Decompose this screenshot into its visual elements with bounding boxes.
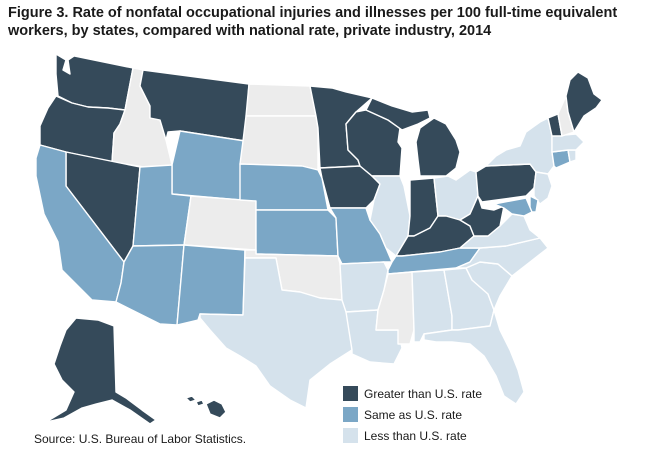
legend-label-greater: Greater than U.S. rate	[364, 386, 483, 401]
state-ak	[45, 317, 157, 425]
map-legend: Greater than U.S. rate Same as U.S. rate…	[343, 383, 482, 446]
state-hi	[205, 399, 227, 419]
state-mi	[415, 117, 461, 177]
state-md	[493, 197, 533, 217]
legend-swatch-same	[343, 407, 358, 422]
state-nc	[455, 237, 549, 277]
state-mi-up	[365, 97, 431, 131]
state-hi-islands	[185, 395, 205, 407]
state-pa	[475, 163, 537, 203]
legend-swatch-greater	[343, 386, 358, 401]
state-fl	[423, 309, 525, 405]
legend-label-same: Same as U.S. rate	[364, 407, 463, 422]
source-note: Source: U.S. Bureau of Labor Statistics.	[34, 432, 247, 446]
state-me	[565, 71, 603, 133]
state-ks	[255, 209, 339, 257]
legend-item-less: Less than U.S. rate	[343, 425, 482, 446]
state-sd	[239, 115, 319, 171]
state-il	[369, 175, 411, 257]
state-tx	[199, 257, 353, 409]
legend-label-less: Less than U.S. rate	[364, 428, 467, 443]
state-ri	[567, 149, 577, 163]
figure-title: Figure 3. Rate of nonfatal occupational …	[8, 5, 618, 39]
state-nm	[176, 244, 246, 326]
legend-item-same: Same as U.S. rate	[343, 404, 482, 425]
state-nd	[245, 83, 317, 117]
state-nj	[533, 171, 553, 205]
state-ct	[551, 149, 571, 169]
state-ma	[551, 133, 585, 153]
state-co	[183, 195, 257, 251]
legend-swatch-less	[343, 428, 358, 443]
state-wy	[171, 130, 246, 201]
state-az	[115, 244, 185, 326]
state-wv	[459, 195, 505, 237]
legend-item-greater: Greater than U.S. rate	[343, 383, 482, 404]
state-ca	[35, 144, 125, 303]
